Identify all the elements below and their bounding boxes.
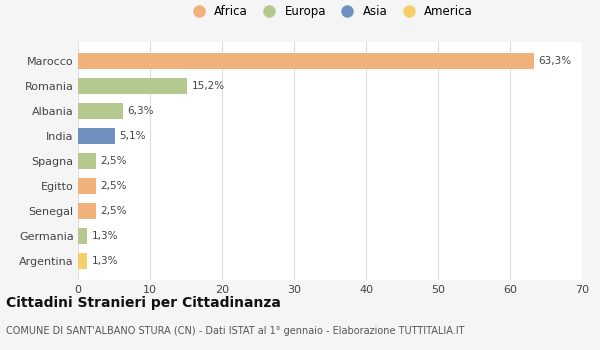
Bar (78, 253, 88, 269)
Text: 6,3%: 6,3% (128, 106, 154, 116)
Bar (78, 78, 187, 94)
Bar (78, 203, 96, 219)
Text: 2,5%: 2,5% (100, 181, 127, 191)
Text: COMUNE DI SANT'ALBANO STURA (CN) - Dati ISTAT al 1° gennaio - Elaborazione TUTTI: COMUNE DI SANT'ALBANO STURA (CN) - Dati … (6, 326, 464, 336)
Bar (78, 53, 534, 69)
Text: 15,2%: 15,2% (192, 81, 225, 91)
Bar (78, 153, 96, 169)
Text: 1,3%: 1,3% (92, 231, 118, 241)
Text: 2,5%: 2,5% (100, 206, 127, 216)
Legend: Africa, Europa, Asia, America: Africa, Europa, Asia, America (187, 5, 473, 18)
Bar (78, 103, 124, 119)
Text: 5,1%: 5,1% (119, 131, 146, 141)
Text: 2,5%: 2,5% (100, 156, 127, 166)
Bar (78, 228, 88, 244)
Bar (78, 178, 96, 194)
Text: 63,3%: 63,3% (538, 56, 571, 66)
Bar (78, 128, 115, 144)
Text: 1,3%: 1,3% (92, 256, 118, 266)
Text: Cittadini Stranieri per Cittadinanza: Cittadini Stranieri per Cittadinanza (6, 296, 281, 310)
